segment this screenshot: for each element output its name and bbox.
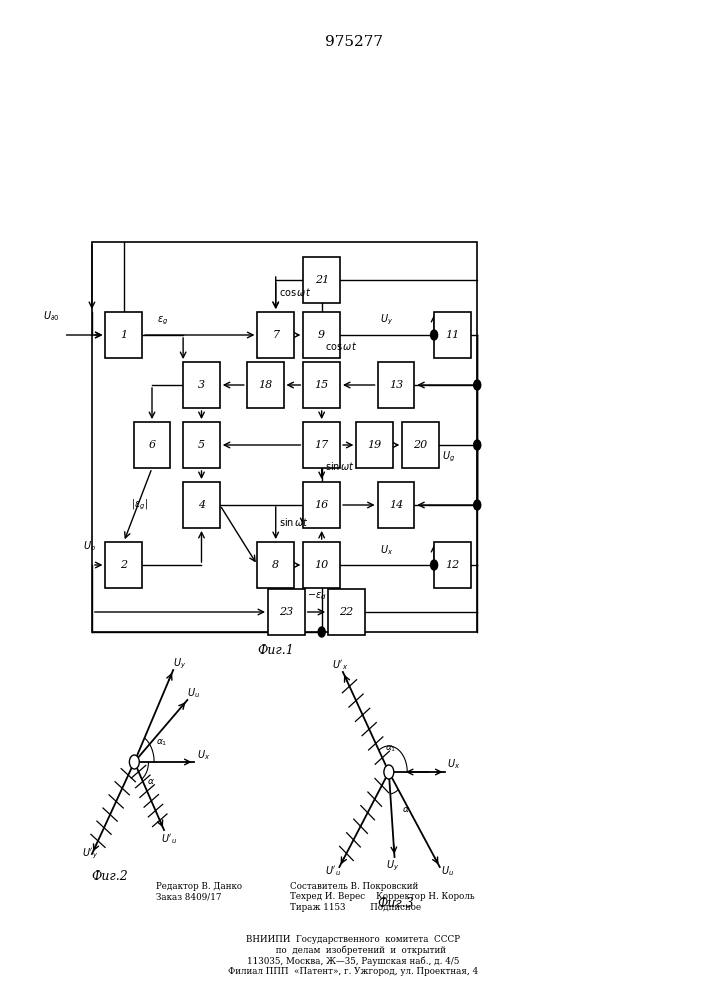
Text: $U_y$: $U_y$ bbox=[173, 656, 187, 671]
Circle shape bbox=[474, 380, 481, 390]
Bar bbox=[303, 312, 340, 358]
Text: $U_y$: $U_y$ bbox=[386, 858, 399, 873]
Bar bbox=[247, 362, 284, 408]
Text: $\cos\omega t$: $\cos\omega t$ bbox=[325, 340, 357, 352]
Text: $\alpha$: $\alpha$ bbox=[402, 805, 409, 814]
Text: 9: 9 bbox=[318, 330, 325, 340]
Text: $U_y$: $U_y$ bbox=[380, 313, 394, 327]
Bar bbox=[268, 589, 305, 635]
Text: 8: 8 bbox=[272, 560, 279, 570]
Text: $\cos\omega t$: $\cos\omega t$ bbox=[279, 286, 311, 298]
Text: 22: 22 bbox=[339, 607, 354, 617]
Text: 12: 12 bbox=[445, 560, 460, 570]
Text: 15: 15 bbox=[315, 380, 329, 390]
Bar bbox=[434, 542, 471, 588]
Circle shape bbox=[129, 755, 139, 769]
Text: 5: 5 bbox=[198, 440, 205, 450]
Circle shape bbox=[431, 330, 438, 340]
Text: 1: 1 bbox=[120, 330, 127, 340]
Bar bbox=[303, 362, 340, 408]
Text: Фиг.3: Фиг.3 bbox=[378, 897, 414, 910]
Circle shape bbox=[474, 440, 481, 450]
Text: 21: 21 bbox=[315, 275, 329, 285]
Bar bbox=[183, 362, 220, 408]
Text: $U'_u$: $U'_u$ bbox=[161, 832, 177, 846]
Text: Фиг.1: Фиг.1 bbox=[257, 644, 294, 656]
Bar bbox=[378, 362, 414, 408]
Text: 19: 19 bbox=[368, 440, 382, 450]
Text: Фиг.2: Фиг.2 bbox=[91, 870, 128, 883]
Bar bbox=[356, 422, 393, 468]
Text: 18: 18 bbox=[258, 380, 272, 390]
Bar bbox=[303, 542, 340, 588]
Text: $\alpha_1$: $\alpha_1$ bbox=[156, 737, 167, 748]
Text: 10: 10 bbox=[315, 560, 329, 570]
Bar bbox=[257, 542, 294, 588]
Text: 16: 16 bbox=[315, 500, 329, 510]
Text: $U_x$: $U_x$ bbox=[197, 748, 210, 762]
Bar bbox=[303, 257, 340, 303]
Text: ВНИИПИ  Государственного  комитета  СССР
     по  делам  изобретений  и  открыти: ВНИИПИ Государственного комитета СССР по… bbox=[228, 935, 479, 976]
Text: 20: 20 bbox=[414, 440, 428, 450]
Circle shape bbox=[474, 500, 481, 510]
Bar bbox=[303, 422, 340, 468]
Text: $\alpha_1$: $\alpha_1$ bbox=[385, 743, 397, 754]
Text: $\varepsilon_g$: $\varepsilon_g$ bbox=[157, 315, 168, 327]
Circle shape bbox=[431, 560, 438, 570]
Text: 3: 3 bbox=[198, 380, 205, 390]
Bar bbox=[183, 422, 220, 468]
Text: 2: 2 bbox=[120, 560, 127, 570]
Text: 11: 11 bbox=[445, 330, 460, 340]
Bar bbox=[92, 242, 477, 632]
Text: $U'_y$: $U'_y$ bbox=[82, 846, 98, 861]
Text: Составитель В. Покровский
Техред И. Верес    Корректор Н. Король
Тираж 1153     : Составитель В. Покровский Техред И. Вере… bbox=[290, 882, 474, 912]
Bar bbox=[183, 482, 220, 528]
Bar bbox=[105, 542, 142, 588]
Bar bbox=[257, 312, 294, 358]
Text: $U_{\partial 0}$: $U_{\partial 0}$ bbox=[42, 309, 59, 323]
Bar bbox=[105, 312, 142, 358]
Circle shape bbox=[318, 627, 325, 637]
Bar bbox=[134, 422, 170, 468]
Text: Редактор В. Данко
Заказ 8409/17: Редактор В. Данко Заказ 8409/17 bbox=[156, 882, 242, 901]
Text: $\sin\omega t$: $\sin\omega t$ bbox=[279, 516, 308, 528]
Text: $U_o$: $U_o$ bbox=[83, 539, 95, 553]
Bar bbox=[378, 482, 414, 528]
Bar bbox=[402, 422, 439, 468]
Text: $\alpha$: $\alpha$ bbox=[147, 777, 155, 786]
Text: 4: 4 bbox=[198, 500, 205, 510]
Text: $U_u$: $U_u$ bbox=[441, 864, 455, 878]
Text: 14: 14 bbox=[389, 500, 403, 510]
Text: $U_x$: $U_x$ bbox=[447, 757, 460, 771]
Text: $-\varepsilon_d$: $-\varepsilon_d$ bbox=[307, 590, 326, 602]
Bar bbox=[434, 312, 471, 358]
Text: $U'_u$: $U'_u$ bbox=[325, 864, 341, 878]
Bar bbox=[328, 589, 365, 635]
Text: $U_x$: $U_x$ bbox=[380, 543, 394, 557]
Bar bbox=[303, 482, 340, 528]
Circle shape bbox=[384, 765, 394, 779]
Text: 17: 17 bbox=[315, 440, 329, 450]
Text: 975277: 975277 bbox=[325, 35, 382, 49]
Text: 6: 6 bbox=[148, 440, 156, 450]
Text: 7: 7 bbox=[272, 330, 279, 340]
Text: 13: 13 bbox=[389, 380, 403, 390]
Text: $\sin\omega t$: $\sin\omega t$ bbox=[325, 460, 354, 472]
Text: $U_u$: $U_u$ bbox=[187, 686, 200, 700]
Text: $U'_x$: $U'_x$ bbox=[332, 658, 349, 672]
Text: 23: 23 bbox=[279, 607, 293, 617]
Text: $U_g$: $U_g$ bbox=[442, 450, 455, 464]
Text: $|\varepsilon_g|$: $|\varepsilon_g|$ bbox=[131, 498, 148, 512]
